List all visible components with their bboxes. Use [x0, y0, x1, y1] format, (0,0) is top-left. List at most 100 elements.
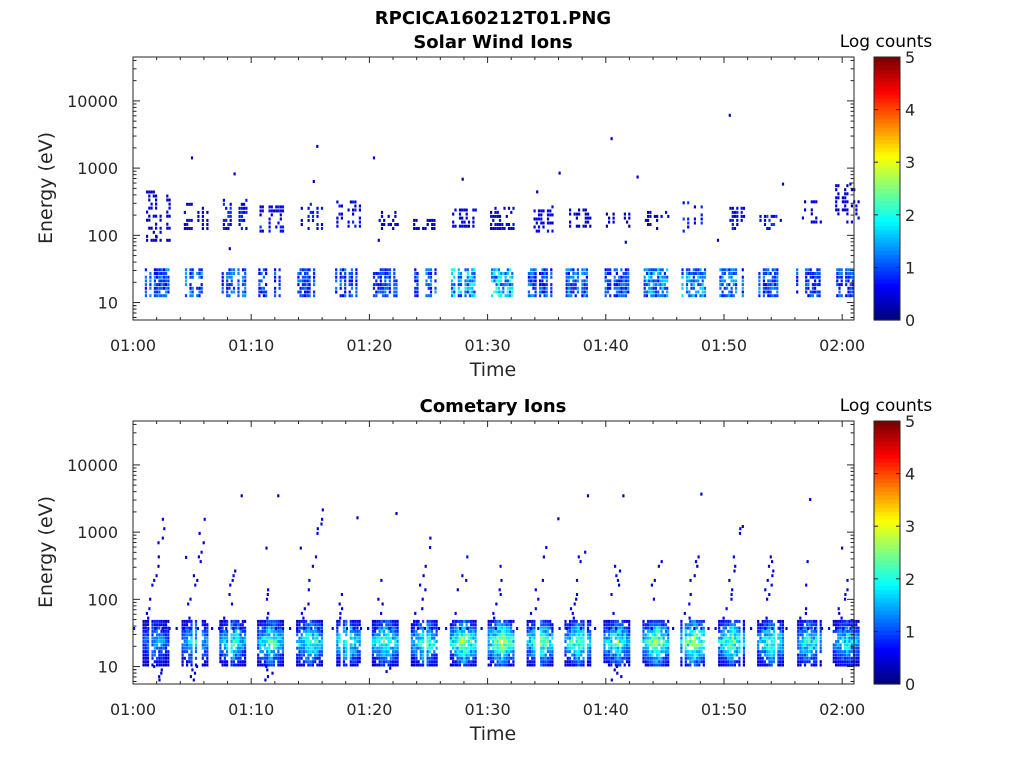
- colorbar-segment: [874, 605, 900, 611]
- heatmap-cell: [684, 646, 687, 650]
- heatmap-cell: [662, 636, 665, 640]
- heatmap-cell: [688, 602, 691, 606]
- heatmap-cell: [309, 633, 312, 637]
- heatmap-cell: [741, 275, 744, 279]
- heatmap-cell: [461, 623, 464, 627]
- heatmap-cell: [181, 633, 184, 637]
- heatmap-cell: [260, 272, 263, 275]
- heatmap-cell: [266, 656, 269, 660]
- heatmap-cell: [189, 675, 192, 679]
- colorbar-segment: [874, 441, 900, 447]
- heatmap-cell: [848, 619, 851, 623]
- heatmap-cell: [152, 194, 155, 198]
- heatmap-cell: [546, 229, 550, 233]
- heatmap-cell: [188, 660, 191, 664]
- heatmap-cell: [533, 650, 536, 654]
- heatmap-cell: [181, 646, 184, 650]
- heatmap-cell: [700, 205, 703, 209]
- heatmap-cell: [388, 272, 391, 275]
- heatmap-cell: [226, 290, 229, 294]
- heatmap-cell: [155, 238, 158, 242]
- heatmap-cell: [701, 294, 704, 298]
- heatmap-cell: [489, 643, 492, 647]
- colorbar-tick-label: 0: [905, 675, 915, 694]
- heatmap-cell: [694, 272, 698, 275]
- heatmap-cell: [385, 623, 388, 627]
- heatmap-cell: [582, 643, 585, 647]
- heatmap-cell: [527, 272, 530, 275]
- heatmap-cell: [298, 623, 301, 627]
- heatmap-cell: [812, 636, 816, 640]
- colorbar-segment: [874, 291, 900, 296]
- heatmap-cell: [643, 275, 646, 279]
- heatmap-cell: [623, 216, 626, 220]
- heatmap-cell: [358, 208, 361, 212]
- heatmap-cell: [608, 627, 611, 630]
- heatmap-cell: [571, 646, 574, 650]
- heatmap-cell: [150, 238, 153, 242]
- heatmap-cell: [701, 290, 704, 294]
- heatmap-cell: [387, 660, 390, 664]
- heatmap-cell: [200, 286, 203, 290]
- heatmap-cell: [742, 646, 745, 650]
- heatmap-cell: [621, 626, 624, 630]
- heatmap-cell: [845, 272, 848, 275]
- heatmap-cell: [857, 656, 860, 660]
- heatmap-cell: [846, 184, 849, 188]
- heatmap-cell: [733, 623, 736, 627]
- heatmap-cell: [722, 646, 725, 650]
- heatmap-cell: [206, 629, 209, 633]
- heatmap-cell: [314, 555, 318, 559]
- heatmap-cell: [378, 646, 381, 650]
- heatmap-cell: [206, 646, 209, 650]
- heatmap-cell: [770, 640, 773, 643]
- heatmap-cell: [152, 214, 155, 218]
- heatmap-cell: [722, 616, 725, 620]
- heatmap-cell: [320, 643, 323, 647]
- heatmap-cell: [851, 286, 855, 290]
- heatmap-cell: [664, 643, 668, 647]
- heatmap-cell: [350, 286, 353, 290]
- heatmap-cell: [610, 640, 613, 643]
- heatmap-cell: [577, 555, 580, 559]
- heatmap-cell: [259, 209, 262, 213]
- heatmap-cell: [167, 643, 170, 647]
- heatmap-cell: [720, 663, 723, 667]
- heatmap-cell: [144, 663, 147, 667]
- heatmap-cell: [806, 633, 809, 637]
- heatmap-cell: [356, 619, 359, 623]
- heatmap-cell: [689, 633, 692, 637]
- heatmap-cell: [849, 182, 852, 186]
- heatmap-cell: [607, 619, 611, 623]
- heatmap-cell: [206, 626, 209, 630]
- heatmap-cell: [144, 283, 147, 287]
- heatmap-cell: [565, 272, 568, 275]
- heatmap-cell: [620, 268, 623, 272]
- heatmap-cell: [533, 217, 536, 221]
- heatmap-cell: [691, 629, 694, 633]
- colorbar-segment: [874, 445, 900, 451]
- heatmap-cell: [531, 656, 534, 660]
- heatmap-cell: [801, 626, 804, 630]
- heatmap-cell: [648, 290, 651, 294]
- heatmap-cell: [736, 653, 739, 657]
- heatmap-cell: [651, 656, 654, 660]
- heatmap-cell: [533, 626, 536, 630]
- heatmap-cell: [181, 653, 184, 657]
- heatmap-cell: [164, 633, 168, 637]
- heatmap-cell: [806, 650, 809, 654]
- heatmap-cell: [396, 619, 399, 623]
- heatmap-cell: [458, 216, 462, 220]
- heatmap-cell: [564, 650, 567, 654]
- heatmap-cell: [383, 646, 386, 650]
- heatmap-cell: [851, 275, 855, 279]
- x-tick-label: 02:00: [819, 700, 865, 719]
- heatmap-cell: [836, 272, 839, 275]
- heatmap-cell: [467, 626, 470, 630]
- heatmap-cell: [653, 578, 656, 582]
- heatmap-cell: [221, 272, 224, 275]
- heatmap-cell: [380, 629, 383, 633]
- heatmap-cell: [722, 643, 725, 647]
- heatmap-cell: [765, 283, 768, 287]
- heatmap-cell: [507, 643, 510, 647]
